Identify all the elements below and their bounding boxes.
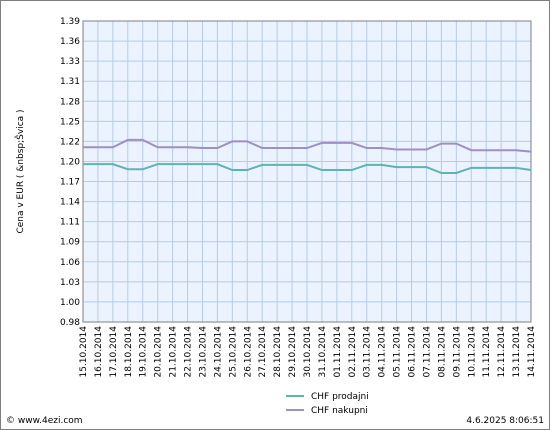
x-tick-label: 22.10.2014 [184,326,194,378]
x-tick-label: 29.10.2014 [288,326,298,378]
x-tick-label: 26.10.2014 [243,326,253,378]
y-tick-label: 1.09 [60,238,80,248]
x-tick-label: 27.10.2014 [258,326,268,378]
y-tick-label: 1.17 [60,178,80,188]
x-tick-label: 23.10.2014 [198,326,208,378]
plot-border [82,20,532,323]
x-tick-label: 18.10.2014 [124,326,134,378]
x-tick-label: 11.11.2014 [482,326,492,378]
legend-label: CHF prodajni [311,392,369,402]
y-axis-ticks: 0.98 1.00 1.03 1.06 1.09 1.11 1.14 1.17 1.20 1.22… [60,17,80,328]
x-tick-label: 05.11.2014 [393,326,403,378]
y-tick-label: 1.03 [60,278,80,288]
x-tick-label: 10.11.2014 [467,326,477,378]
y-axis-label: Cena v EUR ( &nbsp;Švica ) [14,109,26,233]
y-tick-label: 1.20 [60,157,80,167]
x-tick-label: 20.10.2014 [154,326,164,378]
y-tick-label: 1.25 [60,117,80,127]
x-axis-ticks: 15.10.2014 16.10.2014 17.10.2014 18.10.2014… [79,326,537,378]
x-tick-label: 14.11.2014 [527,326,537,378]
x-tick-label: 21.10.2014 [169,326,179,378]
y-tick-label: 0.98 [60,318,80,328]
series-line-1 [83,163,532,174]
x-tick-label: 06.11.2014 [408,326,418,378]
x-tick-label: 03.11.2014 [363,326,373,378]
series [83,138,532,174]
y-tick-label: 1.06 [60,258,80,268]
x-tick-label: 09.11.2014 [452,326,462,378]
legend-label: CHF nakupni [311,406,368,416]
x-tick-label: 28.10.2014 [273,326,283,378]
y-tick-label: 1.39 [60,17,80,27]
series-line-2 [83,138,532,153]
grid [82,20,532,323]
x-tick-label: 12.11.2014 [497,326,507,378]
footer-timestamp: 4.6.2025 8:06:51 [466,416,544,426]
y-tick-label: 1.11 [60,218,80,228]
x-tick-label: 31.10.2014 [318,326,328,378]
x-tick-label: 01.11.2014 [333,326,343,378]
y-tick-label: 1.33 [60,57,80,67]
x-tick-label: 25.10.2014 [228,326,238,378]
x-tick-label: 30.10.2014 [303,326,313,378]
x-tick-label: 08.11.2014 [437,326,447,378]
x-tick-label: 04.11.2014 [378,326,388,378]
x-tick-label: 02.11.2014 [348,326,358,378]
y-tick-label: 1.22 [60,137,80,147]
x-tick-label: 16.10.2014 [94,326,104,378]
y-tick-label: 1.00 [60,298,80,308]
y-tick-label: 1.31 [60,77,80,87]
legend: CHF prodajni CHF nakupni [286,392,369,416]
x-tick-label: 17.10.2014 [109,326,119,378]
x-tick-label: 24.10.2014 [213,326,223,378]
x-tick-label: 13.11.2014 [512,326,522,378]
y-tick-label: 1.14 [60,198,80,208]
footer-source: © www.4ezi.com [6,416,83,426]
y-tick-label: 1.36 [60,37,80,47]
y-tick-label: 1.28 [60,97,80,107]
x-tick-label: 15.10.2014 [79,326,89,378]
x-tick-label: 19.10.2014 [139,326,149,378]
x-tick-label: 07.11.2014 [422,326,432,378]
